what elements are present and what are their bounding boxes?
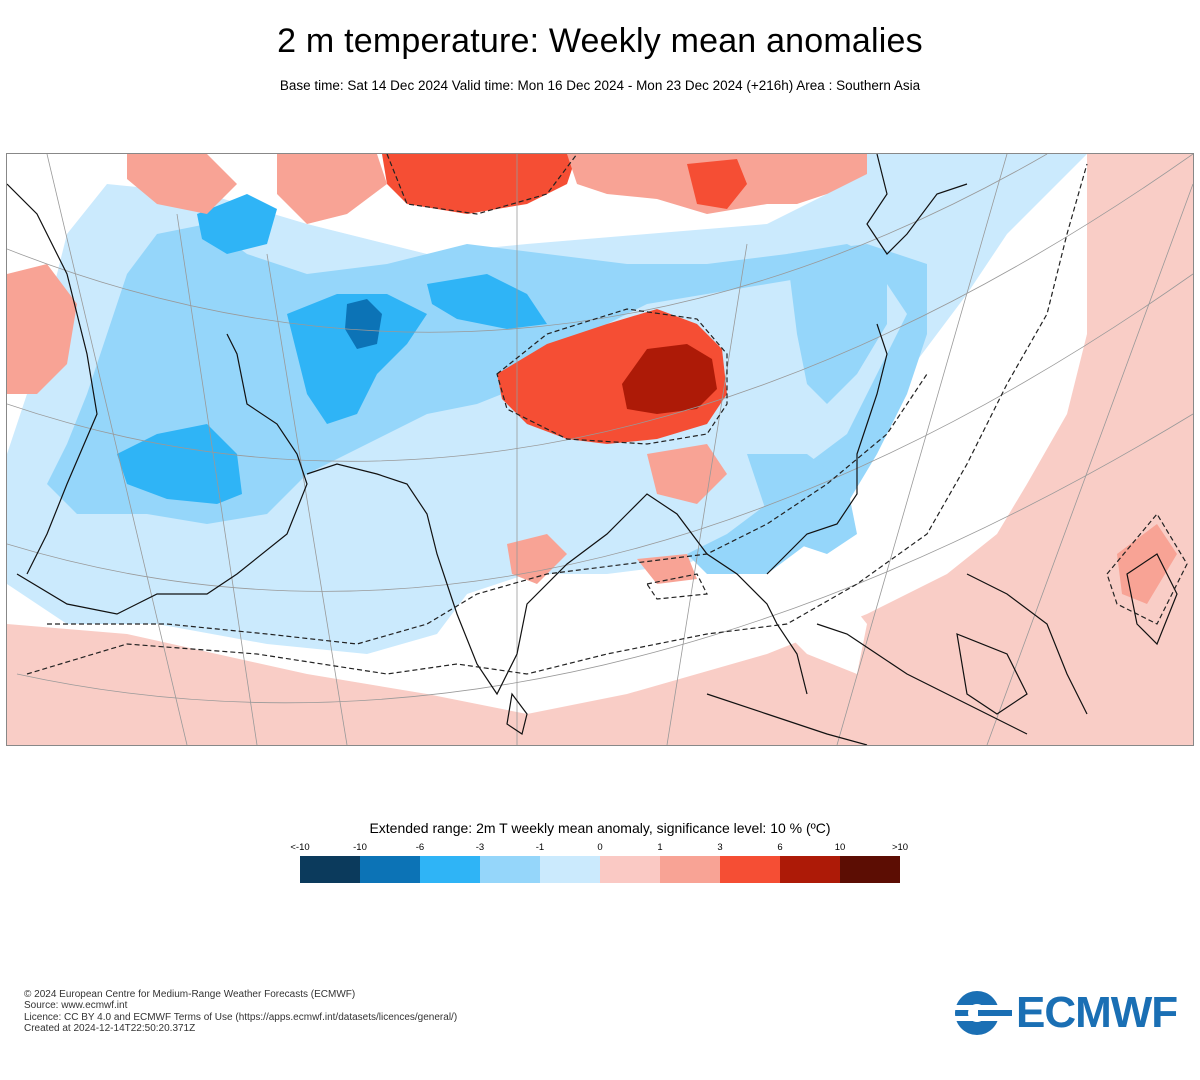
legend-swatch	[420, 856, 480, 883]
anomaly-zone-medium-blue	[47, 224, 927, 574]
footer-copyright: © 2024 European Centre for Medium-Range …	[24, 989, 356, 1000]
legend-swatch	[840, 856, 900, 883]
legend-tick-label: -3	[475, 842, 485, 853]
legend-tick-label: -1	[535, 842, 545, 853]
legend-swatch	[300, 856, 360, 883]
page-title: 2 m temperature: Weekly mean anomalies	[277, 22, 923, 60]
footer-created: Created at 2024-12-14T22:50:20.371Z	[24, 1023, 196, 1035]
ecmwf-logo[interactable]: ECMWF	[952, 990, 1182, 1036]
anomaly-zone-blue-east	[787, 244, 887, 404]
footer-source: Source: www.ecmwf.int	[24, 1000, 128, 1012]
legend-tick-label: -6	[415, 842, 425, 853]
anomaly-zone-blue-arabia	[117, 424, 242, 504]
legend-tick-label: >10	[891, 842, 909, 853]
anomaly-zone-blue-caspian	[197, 194, 277, 254]
legend-swatch	[540, 856, 600, 883]
anomaly-zone-blue-indochina	[747, 454, 857, 554]
ecmwf-logo-icon	[952, 991, 1012, 1035]
legend-tick-label: 1	[657, 842, 663, 853]
legend-swatch	[600, 856, 660, 883]
footer-credits: © 2024 European Centre for Medium-Range …	[24, 989, 457, 1035]
anomaly-zone-light-red-philippines	[1117, 524, 1177, 604]
anomaly-zone-light-red-nw	[127, 154, 237, 214]
legend-tick-label: 0	[597, 842, 603, 853]
anomaly-zone-light-red-ne	[277, 154, 387, 224]
anomaly-map[interactable]	[6, 153, 1194, 746]
map-canvas	[7, 154, 1193, 745]
anomaly-zone-light-red-southchina	[647, 444, 727, 504]
legend-tick-label: <-10	[290, 842, 310, 853]
legend-swatch	[720, 856, 780, 883]
legend-tick-label: 3	[717, 842, 723, 853]
legend-tick-label: -10	[353, 842, 367, 853]
anomaly-zone-light-red-india	[507, 534, 567, 584]
anomaly-zone-red-mongolia	[687, 159, 747, 209]
footer-licence: Licence: CC BY 4.0 and ECMWF Terms of Us…	[24, 1011, 458, 1023]
ecmwf-logo-text: ECMWF	[1016, 988, 1178, 1037]
anomaly-zone-light-red-west	[7, 264, 77, 394]
legend-color-bar	[300, 856, 900, 883]
legend-swatch	[360, 856, 420, 883]
legend-swatch	[780, 856, 840, 883]
legend-swatch	[480, 856, 540, 883]
significance-contours	[26, 154, 1188, 675]
anomaly-zone-dark-red-tibet	[622, 344, 717, 414]
legend-title: Extended range: 2m T weekly mean anomaly…	[369, 820, 831, 836]
legend-swatch	[660, 856, 720, 883]
graticule	[7, 154, 1193, 745]
coastlines	[7, 154, 1178, 745]
anomaly-zone-dark-blue	[345, 299, 382, 349]
page-subtitle: Base time: Sat 14 Dec 2024 Valid time: M…	[279, 78, 921, 93]
legend-tick-label: 6	[777, 842, 783, 853]
legend-ticks: <-10 -10 -6 -3 -1 0 1 3 6 10 >10	[290, 842, 908, 854]
legend-tick-label: 10	[834, 842, 846, 853]
